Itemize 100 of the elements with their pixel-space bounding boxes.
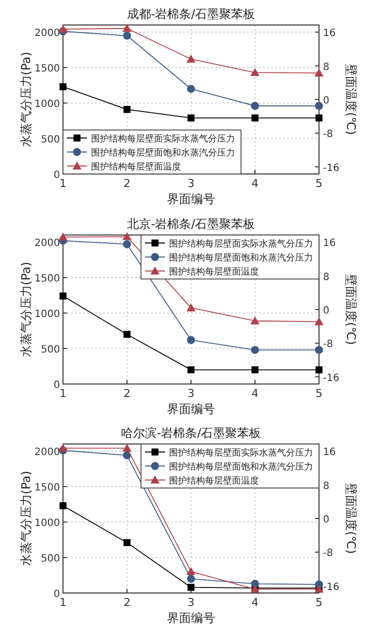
point — [314, 68, 324, 76]
chart-title: 哈尔滨-岩棉条/石墨聚苯板 — [120, 426, 262, 440]
y-tick-label: 500 — [40, 344, 60, 356]
x-tick-label: 5 — [316, 177, 322, 190]
x-axis-title: 界面编号 — [167, 192, 215, 206]
y-tick-label: 2000 — [34, 28, 60, 40]
y-tick-label: 2000 — [34, 447, 60, 458]
x-tick-label: 1 — [60, 177, 66, 190]
point — [123, 240, 131, 248]
x-tick-label: 1 — [60, 387, 66, 400]
y2-tick-label: -16 — [323, 372, 340, 384]
x-axis-title: 界面编号 — [167, 402, 215, 416]
y-tick-label: 1000 — [34, 309, 60, 320]
point — [124, 539, 130, 546]
point — [58, 24, 68, 33]
y2-tick-label: -8 — [323, 339, 333, 350]
y2-tick-label: 8 — [323, 272, 330, 283]
y2-tick-label: -16 — [323, 582, 340, 593]
x-tick-label: 4 — [252, 387, 258, 400]
point — [252, 366, 258, 374]
point — [188, 366, 194, 374]
point — [251, 346, 259, 354]
point — [188, 114, 194, 122]
y-tick-label: 0 — [54, 380, 60, 391]
x-tick-label: 2 — [124, 596, 130, 609]
point — [58, 444, 68, 452]
point — [186, 54, 196, 63]
chart-title: 北京-岩棉条/石墨聚苯板 — [126, 217, 256, 231]
x-tick-label: 5 — [316, 596, 322, 609]
point — [314, 317, 324, 326]
legend-label: 围护结构每层壁面饱和水蒸汽分压力 — [91, 148, 235, 158]
y-tick-label: 0 — [54, 589, 60, 600]
point — [316, 366, 322, 374]
legend-label: 围护结构每层壁面饱和水蒸汽分压力 — [169, 252, 313, 264]
point — [122, 24, 132, 32]
x-tick-label: 3 — [188, 596, 194, 609]
y-tick-label: 1500 — [34, 274, 60, 285]
x-tick-label: 2 — [124, 177, 130, 190]
y-axis-title: 水蒸气分压力(Pa) — [19, 470, 33, 566]
x-tick-label: 4 — [252, 596, 258, 609]
y-tick-label: 500 — [40, 134, 60, 146]
y-tick-label: 1000 — [34, 99, 60, 110]
point — [186, 303, 196, 312]
x-tick-label: 2 — [124, 387, 130, 400]
point — [250, 316, 260, 324]
chart-title: 成都-岩棉条/石墨聚苯板 — [126, 7, 256, 21]
y2-tick-label: 16 — [323, 447, 336, 458]
x-tick-label: 5 — [316, 387, 322, 400]
point — [250, 68, 260, 76]
point — [124, 106, 130, 113]
y2-tick-label: 16 — [323, 28, 336, 40]
x-tick-label: 1 — [60, 596, 66, 609]
legend-label: 围护结构每层壁面实际水蒸气分压力 — [169, 448, 313, 458]
point — [187, 336, 195, 344]
x-tick-label: 4 — [252, 177, 258, 190]
y2-tick-label: -8 — [323, 129, 333, 140]
point — [60, 292, 66, 300]
legend-label: 围护结构每层壁面饱和水蒸汽分压力 — [169, 462, 313, 472]
point — [251, 102, 259, 110]
point — [187, 574, 195, 583]
point — [188, 584, 194, 591]
legend-label: 围护结构每层壁面实际水蒸气分压力 — [91, 134, 235, 144]
y2-tick-label: 8 — [323, 480, 330, 492]
point — [123, 451, 131, 460]
point — [187, 84, 195, 93]
point — [123, 32, 131, 40]
y-tick-label: 1500 — [34, 64, 60, 75]
point — [122, 444, 132, 452]
point — [58, 232, 68, 241]
y2-tick-label: -8 — [323, 548, 333, 560]
y-tick-label: 0 — [54, 170, 60, 181]
y-axis-title: 水蒸气分压力(Pa) — [19, 262, 33, 358]
y-tick-label: 1500 — [34, 482, 60, 494]
point — [186, 567, 196, 576]
point — [316, 114, 322, 122]
legend-label: 围护结构每层壁面温度 — [91, 162, 181, 172]
legend-label: 围护结构每层壁面温度 — [169, 476, 259, 486]
y-tick-label: 2000 — [34, 238, 60, 250]
point — [315, 346, 323, 354]
y2-tick-label: 0 — [323, 96, 330, 106]
y-tick-label: 1000 — [34, 518, 60, 530]
point — [315, 102, 323, 110]
x-axis-title: 界面编号 — [167, 611, 215, 625]
y2-tick-label: 0 — [323, 306, 330, 316]
y-axis-title: 水蒸气分压力(Pa) — [19, 52, 33, 148]
legend-label: 围护结构每层壁面温度 — [169, 266, 259, 278]
point — [60, 502, 66, 510]
x-tick-label: 3 — [188, 387, 194, 400]
y2-axis-title: 壁面温度(℃) — [344, 483, 358, 554]
point — [60, 83, 66, 90]
point — [124, 330, 130, 338]
legend-label: 围护结构每层壁面实际水蒸气分压力 — [169, 238, 313, 250]
point — [252, 114, 258, 122]
point — [122, 232, 132, 240]
x-tick-label: 3 — [188, 177, 194, 190]
y2-axis-title: 壁面温度(℃) — [344, 64, 358, 135]
y2-tick-label: 8 — [323, 62, 330, 73]
y-tick-label: 500 — [40, 554, 60, 565]
y2-tick-label: 16 — [323, 238, 336, 250]
y2-axis-title: 壁面温度(℃) — [344, 274, 358, 345]
